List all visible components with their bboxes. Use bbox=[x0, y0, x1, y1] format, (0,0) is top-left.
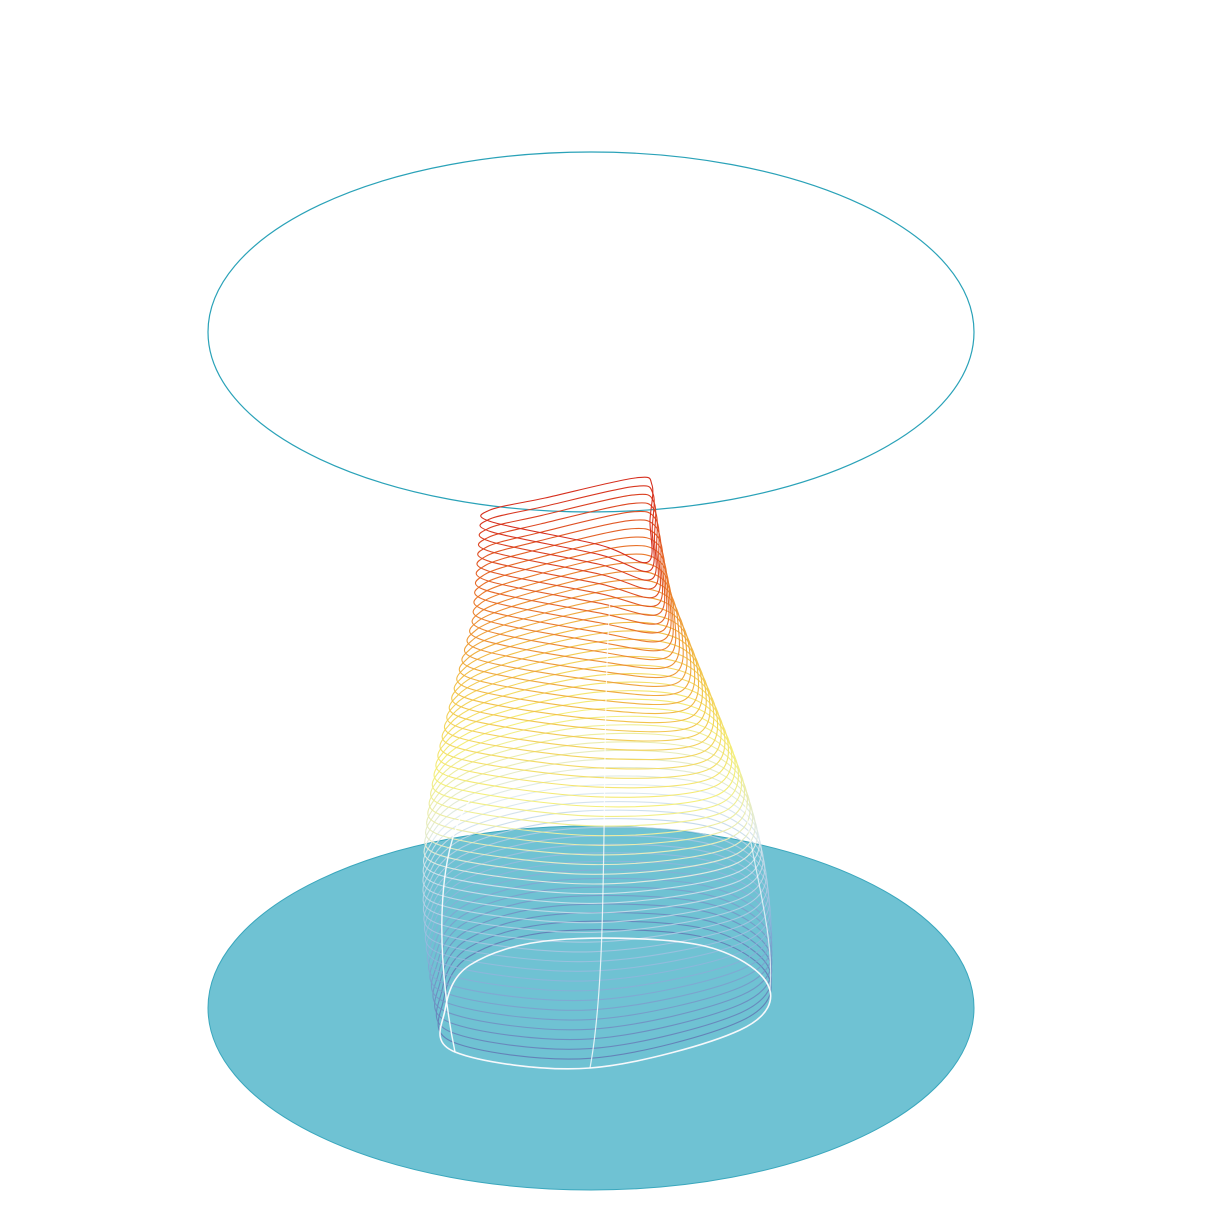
contour-line bbox=[474, 536, 668, 625]
contour-line bbox=[422, 818, 767, 933]
contour-line bbox=[456, 621, 700, 715]
contour-line bbox=[422, 809, 766, 924]
contour-stack bbox=[422, 476, 773, 1070]
contour-line bbox=[422, 826, 768, 943]
base-disk bbox=[207, 825, 975, 1191]
highlight-line bbox=[441, 799, 471, 1053]
contour-line bbox=[423, 835, 769, 953]
contour-line bbox=[461, 604, 692, 697]
contour-line bbox=[423, 775, 758, 885]
contour-line bbox=[458, 613, 696, 706]
contour-line bbox=[437, 929, 772, 1060]
highlight-line bbox=[589, 599, 611, 1069]
contour-line bbox=[423, 843, 770, 963]
top-ring bbox=[207, 151, 975, 513]
white-highlight-lines bbox=[439, 599, 772, 1070]
contour-line bbox=[431, 715, 739, 817]
contour-line bbox=[424, 852, 771, 972]
contour-line bbox=[429, 886, 773, 1011]
contour-line bbox=[435, 920, 772, 1050]
contour-line bbox=[480, 476, 654, 564]
contour-line bbox=[477, 502, 659, 590]
contour-line bbox=[476, 519, 664, 608]
contour-line bbox=[424, 766, 756, 875]
contour-line bbox=[427, 741, 748, 846]
contour-line bbox=[433, 707, 736, 808]
contour-line bbox=[448, 647, 711, 742]
contour-line bbox=[441, 673, 722, 770]
contour-line bbox=[437, 690, 729, 789]
contour-line bbox=[434, 912, 773, 1040]
contour-line bbox=[435, 698, 733, 798]
contour-line bbox=[430, 894, 773, 1021]
contour-line bbox=[426, 749, 751, 856]
contour-line bbox=[423, 783, 760, 895]
contour-line bbox=[430, 724, 742, 827]
contour-line bbox=[425, 860, 772, 982]
contour-line bbox=[453, 630, 704, 724]
highlight-line bbox=[439, 937, 772, 1070]
contour-line bbox=[422, 801, 764, 914]
contour-line bbox=[473, 553, 672, 643]
contour-line bbox=[439, 681, 726, 779]
highlight-line bbox=[744, 799, 772, 991]
